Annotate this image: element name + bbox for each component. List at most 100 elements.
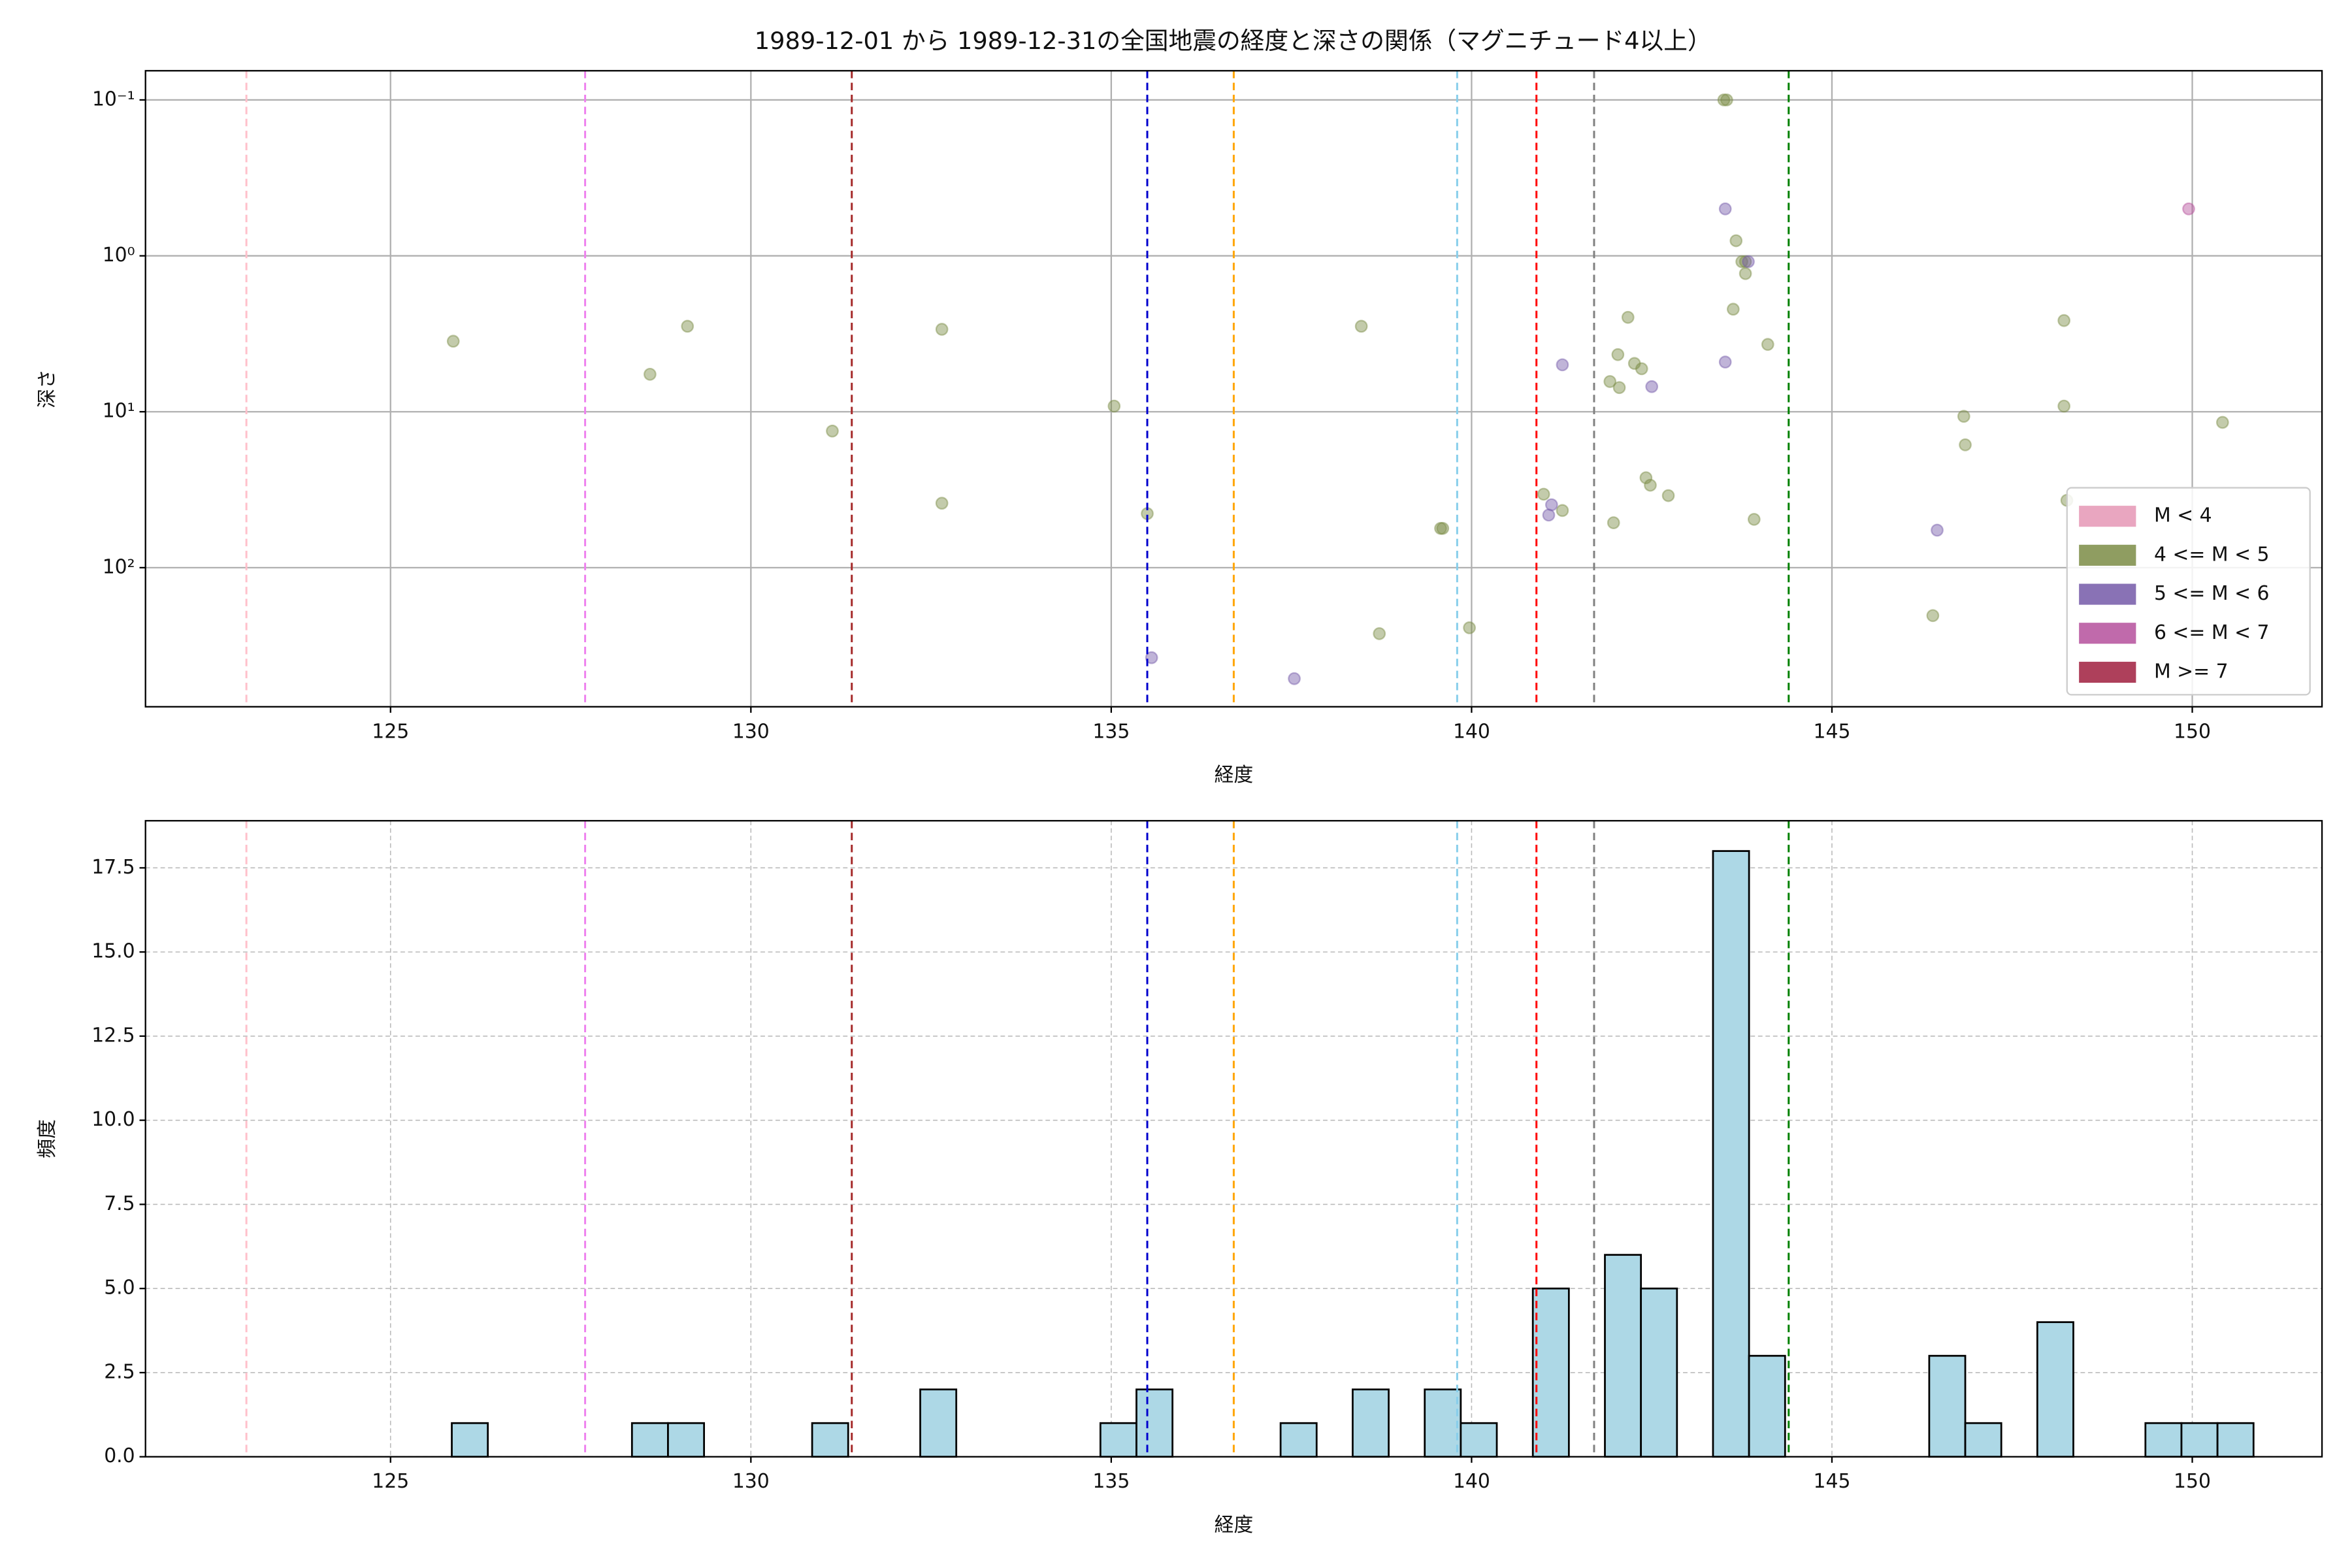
point (1463, 621, 1476, 634)
y-tick-label: 0.0 (104, 1445, 135, 1467)
legend-swatch (2079, 544, 2136, 566)
point (1373, 627, 1386, 640)
bar (451, 1422, 489, 1458)
point (1621, 310, 1635, 324)
x-tick-label: 145 (1814, 720, 1851, 743)
plot-frame (144, 70, 2323, 708)
point (1544, 498, 1558, 512)
point (1434, 521, 1447, 535)
x-axis-label: 経度 (1215, 1514, 1254, 1537)
bar (1460, 1422, 1498, 1458)
bar (1928, 1354, 1967, 1458)
point (446, 335, 460, 348)
x-tick-label: 140 (1453, 720, 1490, 743)
point (2215, 416, 2229, 429)
point (1739, 255, 1752, 269)
bar (1604, 1254, 1642, 1458)
bar (1424, 1388, 1462, 1458)
bar (1712, 850, 1750, 1458)
y-tick-label: 7.5 (104, 1192, 135, 1215)
point (1747, 513, 1761, 526)
point (1627, 357, 1641, 370)
point (2057, 399, 2071, 413)
legend-swatch (2079, 623, 2136, 644)
point (1607, 516, 1620, 529)
point (1556, 504, 1569, 517)
x-tick-label: 135 (1092, 720, 1130, 743)
point (1718, 202, 1732, 216)
point (1537, 487, 1550, 501)
point (1742, 255, 1755, 269)
bar (630, 1422, 669, 1458)
point (681, 319, 694, 333)
x-axis-label: 経度 (1215, 764, 1254, 787)
x-tick-label: 135 (1092, 1470, 1130, 1493)
x-tick-label: 130 (732, 720, 770, 743)
legend-swatch (2079, 661, 2136, 683)
point (644, 367, 657, 381)
y-tick-label: 17.5 (91, 856, 135, 879)
point (1639, 471, 1653, 485)
point (1611, 348, 1625, 361)
bar (1099, 1422, 1137, 1458)
point (1644, 478, 1657, 492)
point (1957, 410, 1970, 423)
y-tick-label: 10² (103, 555, 135, 578)
legend-label: 6 <= M < 7 (2154, 621, 2270, 644)
legend-label: 5 <= M < 6 (2154, 582, 2270, 605)
legend-swatch (2079, 583, 2136, 605)
point (935, 323, 949, 336)
point (1959, 438, 1972, 451)
bar (1640, 1287, 1678, 1458)
bar (1135, 1388, 1174, 1458)
y-tick-label: 10.0 (91, 1108, 135, 1131)
bar (2216, 1422, 2255, 1458)
y-tick-label: 10¹ (103, 400, 135, 423)
y-tick-label: 2.5 (104, 1360, 135, 1383)
point (935, 497, 949, 510)
legend-swatch (2079, 506, 2136, 527)
x-tick-label: 150 (2174, 720, 2211, 743)
point (1720, 93, 1733, 106)
y-tick-label: 10⁻¹ (92, 88, 135, 110)
x-tick-label: 150 (2174, 1470, 2211, 1493)
legend-label: 4 <= M < 5 (2154, 543, 2270, 566)
point (1661, 489, 1675, 502)
point (1645, 380, 1659, 393)
point (1612, 381, 1626, 395)
point (1718, 355, 1732, 369)
bar (2036, 1321, 2074, 1458)
point (1761, 338, 1774, 351)
point (2057, 314, 2071, 327)
point (1354, 319, 1368, 333)
y-axis-label: 深さ (36, 369, 59, 408)
point (1931, 523, 1944, 537)
point (1739, 267, 1752, 280)
point (1729, 234, 1743, 248)
bar (667, 1422, 705, 1458)
y-axis-label: 頻度 (36, 1119, 59, 1158)
bar (811, 1422, 849, 1458)
point (826, 424, 839, 438)
bar (2144, 1422, 2183, 1458)
point (1436, 521, 1450, 535)
y-tick-label: 12.5 (91, 1024, 135, 1047)
point (1542, 508, 1556, 522)
bar (1352, 1388, 1390, 1458)
bar (1531, 1287, 1570, 1458)
bar (919, 1388, 958, 1458)
chart-title: 1989-12-01 から 1989-12-31の全国地震の経度と深さの関係（マ… (755, 27, 1712, 55)
point (1735, 255, 1748, 269)
x-tick-label: 125 (372, 1470, 409, 1493)
point (2182, 202, 2195, 216)
point (1288, 672, 1301, 685)
x-tick-label: 140 (1453, 1470, 1490, 1493)
x-tick-label: 145 (1814, 1470, 1851, 1493)
point (1635, 362, 1648, 376)
bar (1279, 1422, 1318, 1458)
legend-label: M >= 7 (2154, 660, 2229, 683)
point (1145, 651, 1158, 664)
point (1603, 375, 1617, 388)
